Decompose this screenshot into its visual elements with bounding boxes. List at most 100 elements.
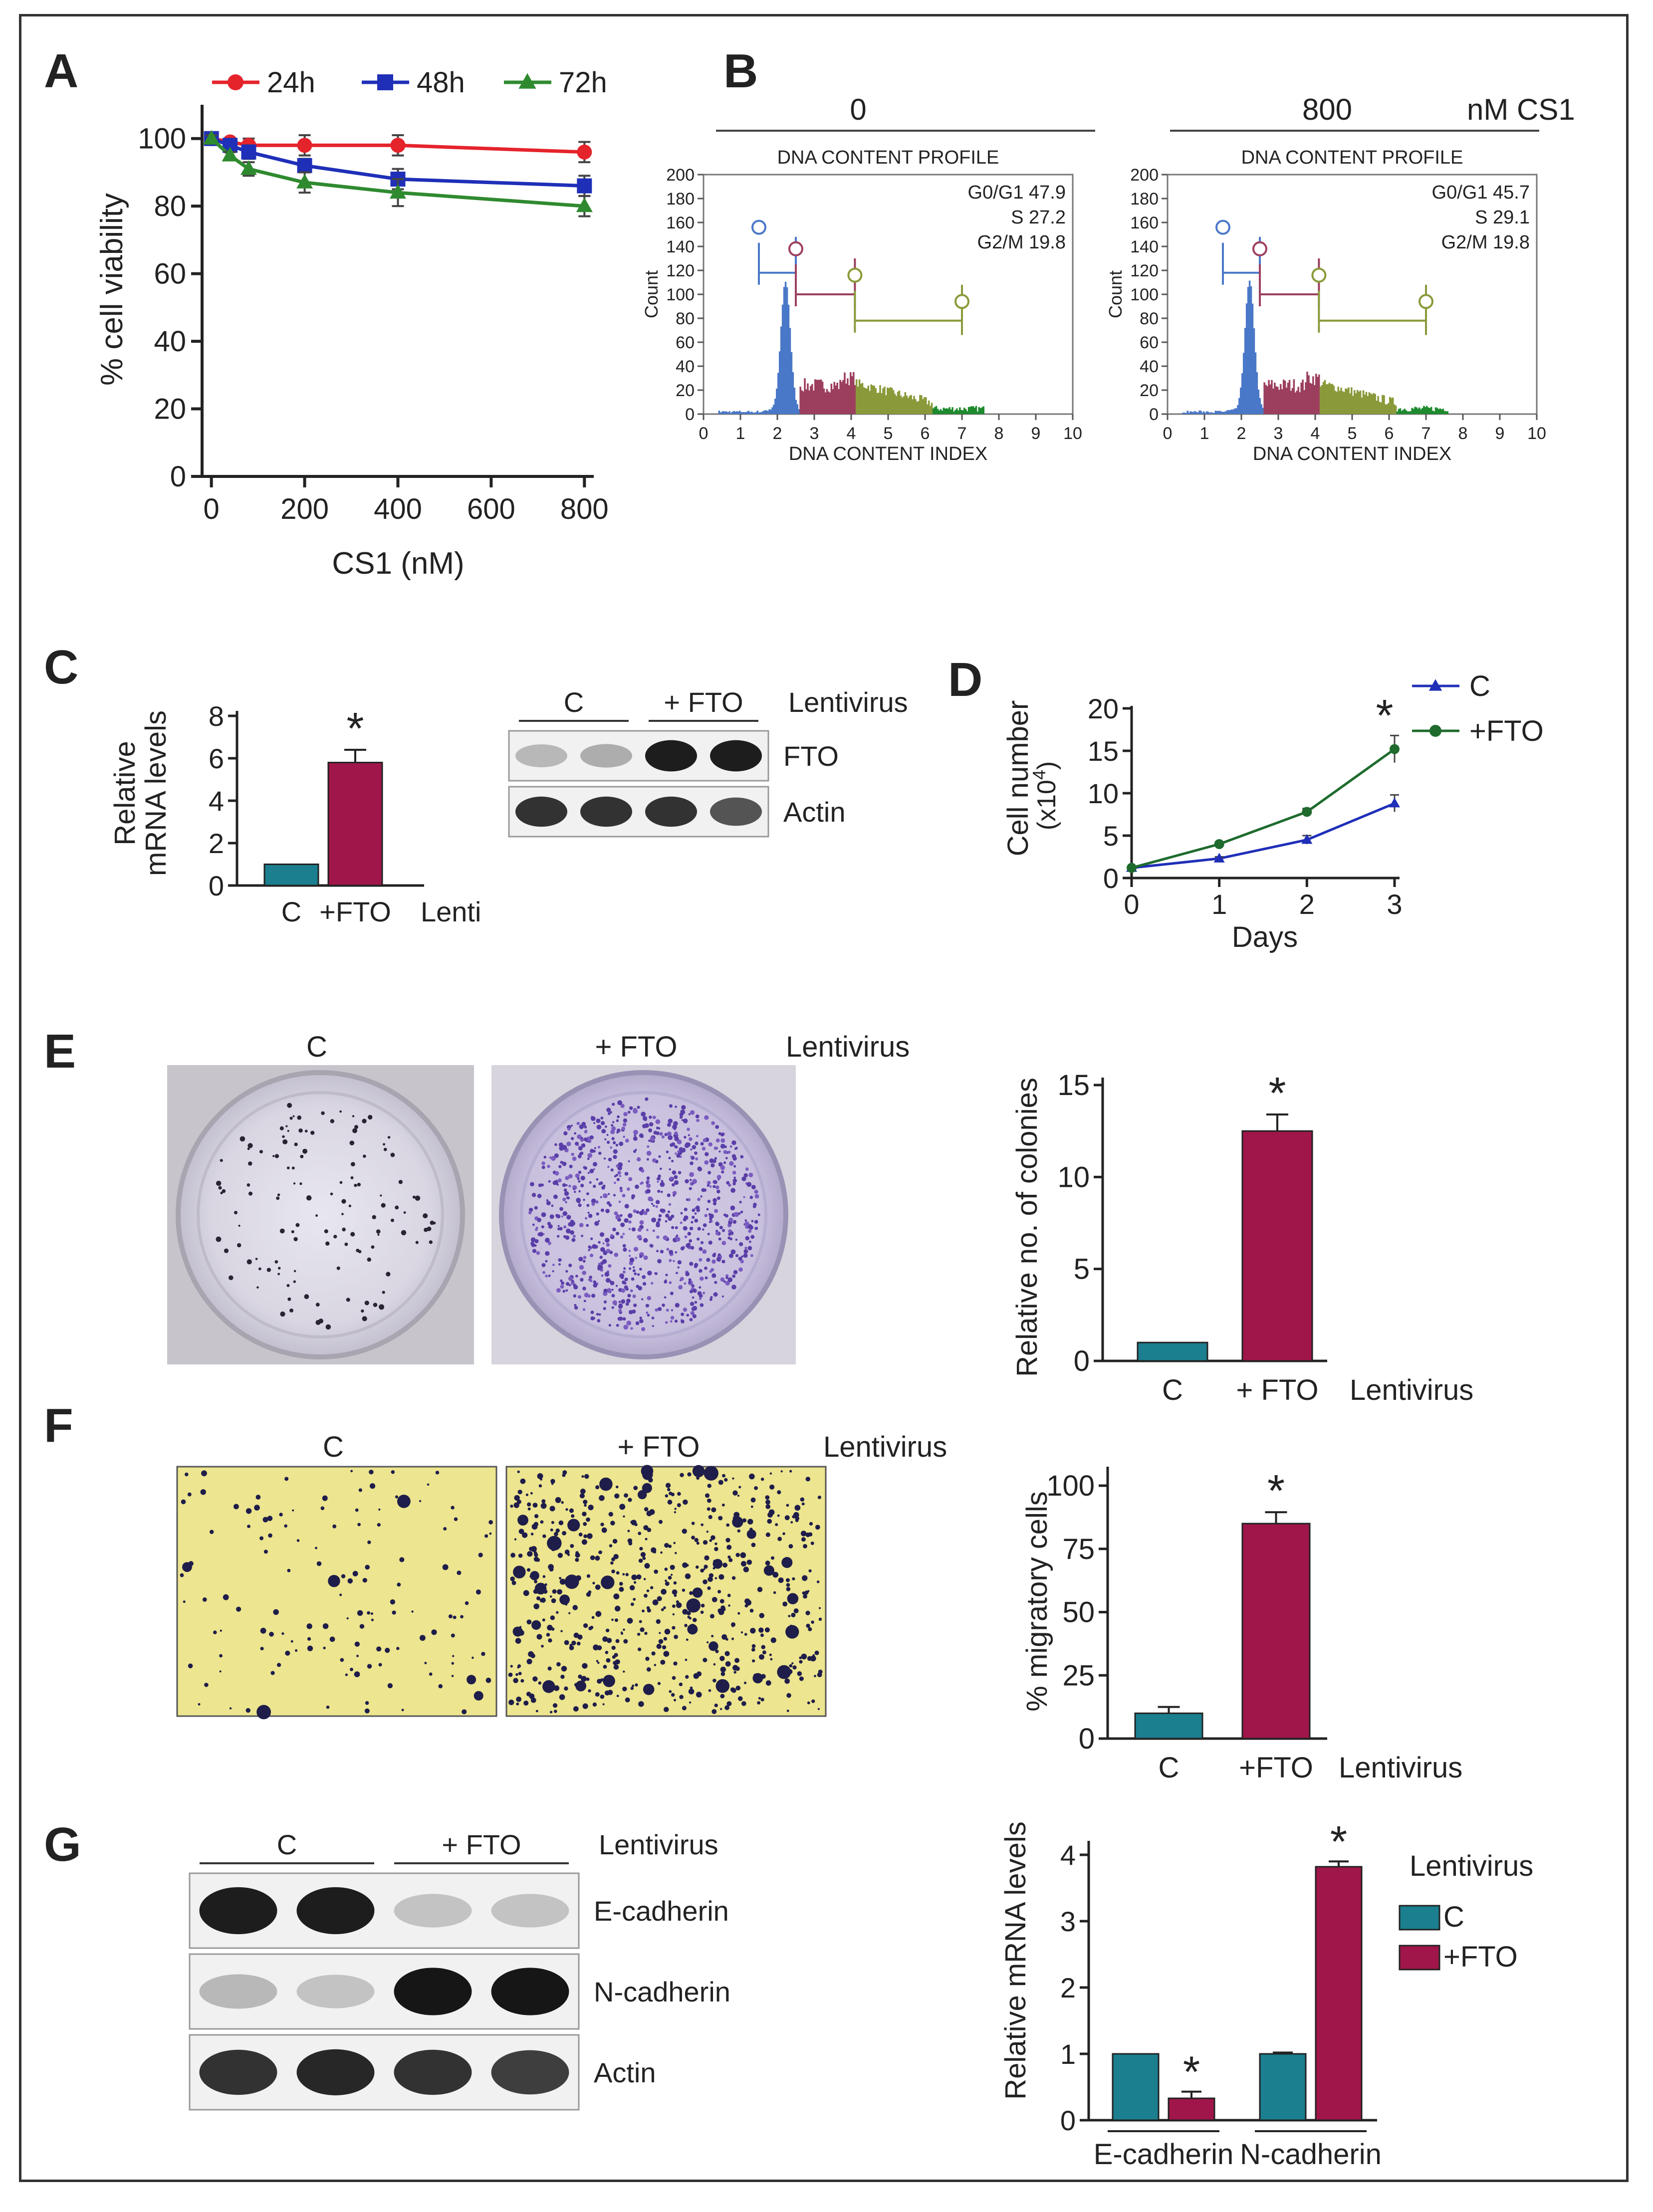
migrated-cell	[377, 1523, 381, 1527]
migrated-cell	[660, 1551, 663, 1554]
colony-dot	[613, 1141, 616, 1144]
profile-title: DNA CONTENT PROFILE	[777, 147, 999, 168]
histogram-bin	[731, 412, 733, 414]
migrated-cell	[527, 1502, 531, 1507]
colony-dot	[709, 1298, 712, 1301]
colony-dot	[728, 1253, 733, 1258]
significance-star: *	[1268, 1069, 1286, 1118]
migrated-cell	[785, 1630, 791, 1635]
colony-dot	[676, 1153, 681, 1158]
migrated-cell	[180, 1573, 184, 1577]
migrated-cell	[583, 1500, 588, 1505]
migrated-cell	[654, 1569, 658, 1574]
histogram-bin	[728, 411, 730, 414]
histogram-bin	[814, 379, 816, 414]
migrated-cell	[460, 1615, 464, 1619]
colony-dot	[363, 1154, 366, 1158]
blot-vector-label: Lentivirus	[599, 1829, 718, 1860]
colony-dot	[670, 1316, 675, 1320]
colony-dot	[330, 1192, 333, 1196]
colony-dot	[655, 1308, 659, 1312]
colony-dot	[684, 1282, 687, 1285]
colony-dot	[557, 1235, 560, 1238]
migrated-cell	[697, 1671, 702, 1677]
colony-dot	[596, 1178, 599, 1181]
histogram-bin	[1361, 398, 1363, 414]
colony-dot	[598, 1220, 600, 1222]
migrated-cell	[696, 1542, 700, 1545]
colony-dot	[563, 1131, 568, 1135]
migrated-cell	[354, 1641, 360, 1647]
colony-dot	[624, 1171, 629, 1176]
migrated-cell	[513, 1565, 526, 1578]
migrated-cell	[367, 1540, 371, 1545]
migrated-cell	[467, 1675, 476, 1685]
histogram-bin	[1207, 412, 1209, 414]
colony-dot	[220, 1191, 223, 1194]
blot-band	[710, 797, 762, 826]
migrated-cell	[597, 1661, 600, 1664]
migrated-cell	[629, 1585, 635, 1590]
colony-dot	[627, 1213, 633, 1218]
legend-swatch-+FTO	[1399, 1945, 1440, 1971]
migrated-cell	[718, 1574, 724, 1580]
colony-dot	[630, 1327, 633, 1330]
y-tick-label: 100	[1130, 285, 1159, 304]
colony-dot	[631, 1194, 635, 1198]
colony-dot	[745, 1236, 750, 1241]
migrated-cell	[750, 1505, 753, 1508]
colony-dot	[655, 1205, 658, 1208]
colony-dot	[612, 1227, 616, 1232]
migrated-cell	[703, 1658, 708, 1663]
colony-dot	[671, 1309, 673, 1312]
colony-dot	[702, 1146, 706, 1151]
bar-C-N-cadherin	[1259, 2053, 1307, 2121]
histogram-bin	[1374, 394, 1376, 414]
migrated-cell	[649, 1509, 655, 1515]
histogram-bin	[1303, 390, 1305, 414]
migrated-cell	[378, 1663, 382, 1667]
colony-dot	[690, 1110, 695, 1115]
migrated-cell	[511, 1580, 516, 1585]
histogram-bin	[1223, 412, 1226, 414]
colony-dot	[545, 1251, 550, 1256]
histogram-bin	[1208, 413, 1211, 414]
migrated-cell	[645, 1538, 648, 1541]
migrated-cell	[522, 1532, 528, 1538]
colony-dot	[293, 1237, 298, 1242]
migrated-cell	[588, 1689, 591, 1693]
colony-dot	[566, 1196, 568, 1199]
colony-dot	[587, 1157, 590, 1160]
migrated-cell	[549, 1711, 553, 1714]
migrated-cell	[665, 1581, 670, 1586]
histogram-bin	[1440, 409, 1443, 414]
colony-dot	[293, 1182, 296, 1185]
colony-dot	[668, 1203, 672, 1206]
y-tick-label: 160	[666, 214, 695, 232]
colony-dot	[597, 1319, 601, 1323]
colony-dot	[247, 1147, 250, 1150]
colony-dot	[362, 1316, 367, 1322]
colony-dot	[680, 1277, 684, 1281]
migrated-cell	[630, 1602, 634, 1606]
colony-dot	[699, 1269, 703, 1273]
colony-dot	[222, 1189, 226, 1193]
colony-dot	[584, 1130, 588, 1134]
histogram-bin	[795, 400, 797, 414]
blot-band	[515, 796, 567, 827]
colony-dot	[671, 1159, 674, 1162]
migrated-cell	[799, 1656, 802, 1659]
migrated-cell	[789, 1664, 793, 1668]
colony-dot	[623, 1118, 628, 1123]
colony-dot	[574, 1132, 576, 1135]
y-tick-label: 200	[1130, 166, 1159, 185]
migrated-cell	[255, 1495, 261, 1500]
colony-dot	[651, 1317, 655, 1320]
histogram-bin	[1337, 387, 1339, 414]
colony-dot	[680, 1221, 683, 1224]
histogram-bin	[1342, 391, 1344, 414]
migrated-cell	[182, 1562, 192, 1572]
migrated-cell	[578, 1674, 582, 1679]
migrated-cell	[807, 1701, 810, 1705]
histogram-bin	[1349, 393, 1351, 414]
